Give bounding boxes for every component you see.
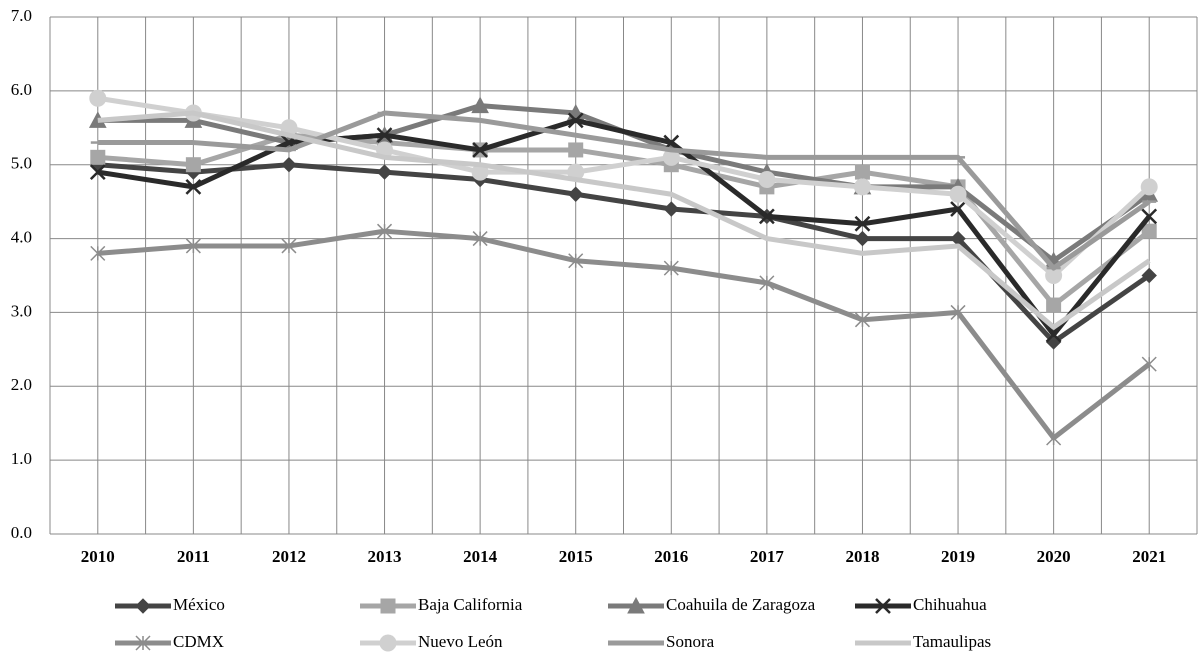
marker [1046,297,1062,313]
legend-label: Sonora [666,632,715,651]
x-tick-label: 2021 [1132,547,1166,566]
marker [380,598,396,614]
legend-label: Coahuila de Zaragoza [666,595,816,614]
marker [185,238,201,254]
marker [758,208,775,225]
marker [135,635,151,651]
marker [854,312,870,328]
x-tick-label: 2010 [81,547,115,566]
x-tick-label: 2012 [272,547,306,566]
marker [1141,223,1157,239]
y-tick-label: 4.0 [11,227,32,246]
x-tick-label: 2016 [654,547,688,566]
marker [950,304,966,320]
marker [90,245,106,261]
marker [854,230,871,247]
y-tick-label: 5.0 [11,154,32,173]
marker [1141,208,1158,225]
marker [854,164,870,180]
marker [1046,430,1062,446]
marker [135,598,151,614]
marker [376,164,393,180]
marker [377,223,393,239]
marker [471,96,489,114]
marker [1140,178,1158,196]
x-tick-label: 2011 [177,547,210,566]
marker [1141,267,1157,284]
y-tick-label: 3.0 [11,301,32,320]
marker [663,260,679,276]
marker [568,253,584,269]
marker [758,170,776,188]
series-line [97,162,1151,345]
marker [627,596,645,614]
series-line [97,110,1151,330]
legend-label: Tamaulipas [913,632,991,651]
marker [89,89,107,107]
marker [875,598,891,614]
x-tick-label: 2013 [368,547,402,566]
series-line [97,95,1151,278]
x-tick-label: 2018 [845,547,879,566]
legend-label: México [173,595,225,614]
marker [853,178,871,196]
series-line [97,228,1151,441]
marker [281,157,297,173]
marker [1141,356,1157,372]
marker [568,186,584,202]
legend-label: Baja California [418,595,523,614]
marker [568,142,584,158]
marker [379,634,397,652]
y-tick-label: 7.0 [11,6,32,25]
x-tick-label: 2019 [941,547,975,566]
marker [185,178,202,195]
marker [89,164,106,180]
y-tick-label: 1.0 [11,449,32,468]
legend-label: CDMX [173,632,224,651]
x-tick-label: 2014 [463,547,498,566]
marker [90,149,106,165]
marker [281,238,297,254]
y-tick-label: 0.0 [11,523,32,542]
marker [949,185,967,203]
marker [472,142,489,158]
marker [663,201,679,217]
marker [1045,326,1062,343]
y-tick-label: 6.0 [11,80,32,99]
marker [854,215,871,232]
x-tick-label: 2020 [1037,547,1071,566]
legend-label: Chihuahua [913,595,987,614]
legend-label: Nuevo León [418,632,503,651]
marker [759,275,775,291]
marker [376,127,393,144]
series-line [97,110,1151,271]
marker [950,201,966,217]
y-tick-label: 2.0 [11,375,32,394]
marker [567,112,584,129]
x-tick-label: 2015 [559,547,593,566]
x-tick-label: 2017 [750,547,785,566]
marker [472,231,488,247]
marker [185,157,201,173]
